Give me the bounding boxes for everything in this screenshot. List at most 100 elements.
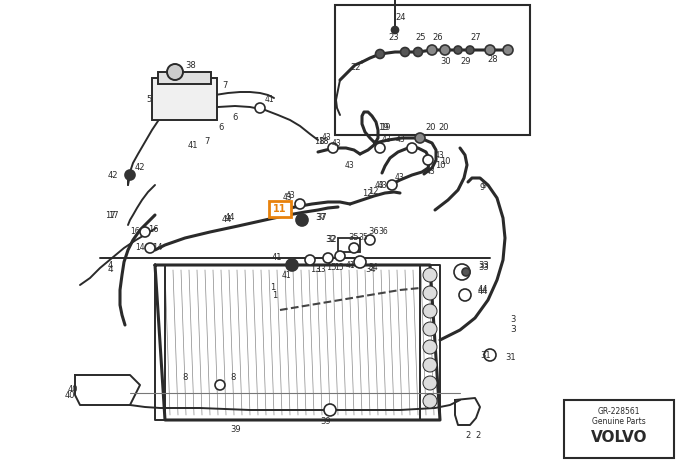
Text: 42: 42: [135, 163, 146, 172]
Text: 41: 41: [188, 141, 199, 149]
Text: 8: 8: [230, 374, 235, 382]
Circle shape: [365, 235, 375, 245]
Bar: [338, 238, 360, 252]
Circle shape: [324, 404, 336, 416]
Text: 43: 43: [345, 161, 355, 170]
Circle shape: [349, 243, 359, 253]
Circle shape: [323, 253, 333, 263]
Circle shape: [462, 268, 470, 276]
Text: 34: 34: [368, 263, 378, 273]
Circle shape: [423, 376, 437, 390]
Text: 15: 15: [326, 263, 337, 273]
Text: 37: 37: [316, 213, 327, 222]
Text: 2: 2: [475, 431, 480, 439]
Text: 3: 3: [510, 325, 516, 334]
Text: 4: 4: [108, 266, 113, 275]
Text: 25: 25: [415, 34, 426, 42]
Circle shape: [375, 143, 385, 153]
Text: 7: 7: [204, 137, 209, 147]
Circle shape: [145, 243, 155, 253]
Text: 10: 10: [440, 157, 451, 167]
Text: 24: 24: [395, 14, 405, 22]
Text: 41: 41: [282, 270, 292, 280]
Text: 11: 11: [273, 204, 287, 214]
Text: 43: 43: [382, 135, 392, 144]
Circle shape: [125, 170, 135, 180]
Circle shape: [423, 322, 437, 336]
Text: 20: 20: [438, 123, 449, 133]
Text: 29: 29: [460, 57, 470, 66]
Circle shape: [423, 340, 437, 354]
Text: 1: 1: [270, 283, 275, 292]
Text: 40: 40: [68, 385, 78, 395]
Text: 43: 43: [332, 139, 342, 148]
Text: 22: 22: [350, 64, 360, 72]
Text: 43: 43: [396, 135, 406, 144]
Text: 26: 26: [432, 34, 442, 42]
Text: 3: 3: [510, 316, 515, 325]
Circle shape: [440, 45, 450, 55]
Bar: [152, 78, 217, 120]
Text: 43: 43: [435, 150, 444, 160]
Text: 18: 18: [318, 137, 328, 147]
Text: 23: 23: [388, 34, 398, 42]
Circle shape: [167, 64, 183, 80]
Circle shape: [391, 27, 398, 34]
Circle shape: [286, 259, 298, 271]
Circle shape: [423, 358, 437, 372]
Circle shape: [423, 394, 437, 408]
Circle shape: [503, 45, 513, 55]
Text: 43: 43: [395, 174, 405, 183]
Text: 43: 43: [426, 168, 435, 177]
Text: 31: 31: [480, 351, 491, 360]
Circle shape: [414, 48, 423, 57]
Circle shape: [296, 214, 308, 226]
Circle shape: [459, 289, 471, 301]
Text: 5: 5: [146, 95, 151, 105]
Circle shape: [423, 304, 437, 318]
Circle shape: [387, 180, 397, 190]
Circle shape: [454, 46, 462, 54]
Circle shape: [140, 227, 150, 237]
Text: 16: 16: [148, 226, 159, 234]
Bar: [335, 5, 530, 135]
Circle shape: [400, 48, 410, 57]
Text: 18: 18: [314, 137, 325, 147]
Circle shape: [354, 256, 366, 268]
Text: 17: 17: [108, 211, 118, 219]
Circle shape: [407, 143, 417, 153]
Text: 44: 44: [222, 215, 232, 225]
Circle shape: [415, 133, 425, 143]
Text: 30: 30: [440, 57, 451, 66]
Bar: [158, 72, 211, 84]
Text: 12: 12: [368, 187, 379, 197]
Text: 13: 13: [310, 266, 321, 275]
Circle shape: [484, 349, 496, 361]
Text: Genuine Parts: Genuine Parts: [592, 417, 646, 426]
Text: 33: 33: [478, 263, 489, 273]
Text: 9: 9: [480, 184, 485, 192]
Text: 14: 14: [152, 243, 162, 253]
Circle shape: [466, 46, 474, 54]
Text: 39: 39: [230, 425, 241, 434]
Text: 38: 38: [185, 61, 196, 70]
Text: 12: 12: [362, 189, 372, 198]
Text: 6: 6: [232, 113, 237, 122]
Bar: [564, 400, 674, 458]
Circle shape: [255, 103, 265, 113]
Text: 31: 31: [505, 354, 516, 362]
Text: 41: 41: [272, 254, 283, 262]
Text: 42: 42: [108, 170, 118, 179]
Circle shape: [375, 50, 384, 58]
Text: GR-228561: GR-228561: [598, 408, 640, 417]
Text: VOLVO: VOLVO: [591, 431, 648, 446]
Text: 43: 43: [375, 181, 385, 190]
Circle shape: [423, 286, 437, 300]
Circle shape: [335, 251, 345, 261]
Text: 43: 43: [283, 193, 293, 203]
Circle shape: [454, 264, 470, 280]
Text: 7: 7: [222, 80, 228, 90]
Text: 37: 37: [315, 213, 326, 222]
Text: 19: 19: [378, 123, 388, 133]
Text: 36: 36: [378, 227, 388, 236]
